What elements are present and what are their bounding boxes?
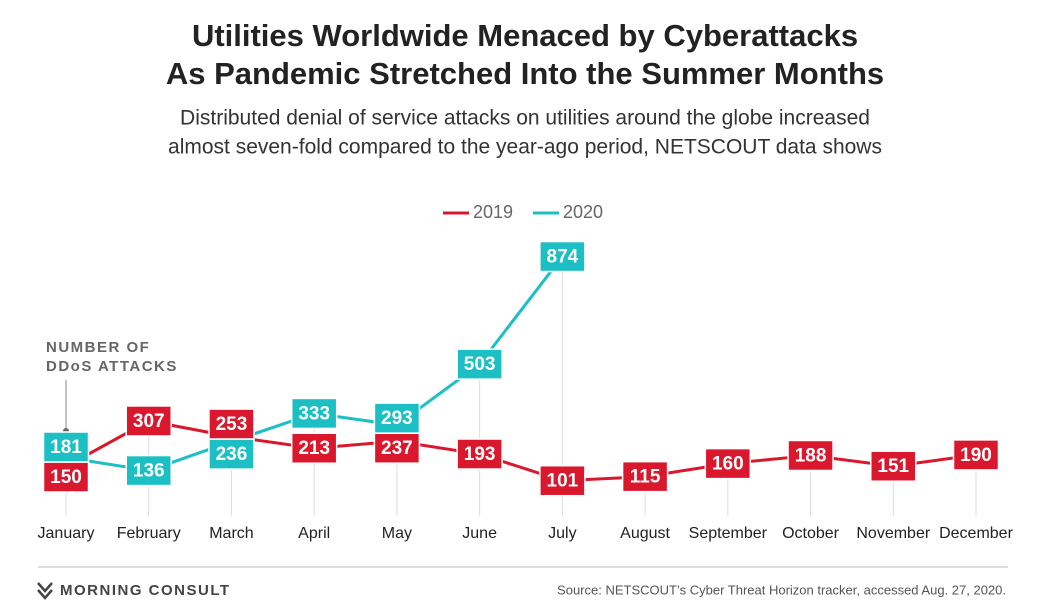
chart-subtitle: almost seven-fold compared to the year-a… [168, 136, 882, 159]
x-tick-label: January [38, 525, 95, 542]
x-tick-label: April [298, 525, 330, 542]
x-tick-label: December [939, 525, 1013, 542]
value-box [456, 438, 503, 470]
value-box [208, 408, 255, 440]
y-axis-label: NUMBER OF [46, 339, 150, 356]
value-label: 307 [133, 411, 165, 432]
value-label: 503 [464, 354, 496, 375]
x-tick-label: November [856, 525, 930, 542]
value-box [42, 461, 90, 493]
value-box [290, 397, 338, 430]
value-box [208, 438, 255, 470]
value-label: 237 [381, 438, 413, 459]
value-label: 253 [216, 414, 248, 435]
value-label: 213 [298, 438, 330, 459]
value-box [125, 405, 172, 437]
value-box [539, 240, 586, 273]
value-box [373, 402, 421, 434]
value-box [42, 431, 90, 463]
brand: MORNING CONSULT [60, 582, 231, 599]
value-label: 181 [50, 437, 82, 458]
value-box [870, 450, 917, 482]
value-box [621, 460, 669, 493]
brand-logo [37, 582, 53, 600]
value-label: 236 [216, 444, 248, 465]
x-tick-label: March [209, 525, 253, 542]
value-box [952, 439, 1000, 471]
chart-title: As Pandemic Stretched Into the Summer Mo… [166, 56, 884, 91]
value-label: 188 [795, 445, 827, 466]
x-tick-label: August [620, 525, 670, 542]
value-box [787, 439, 834, 472]
legend-label: 2019 [473, 202, 513, 222]
chart-title: Utilities Worldwide Menaced by Cyberatta… [192, 18, 858, 53]
value-label: 190 [960, 445, 992, 466]
value-box [704, 447, 752, 480]
value-label: 151 [877, 456, 909, 477]
value-box [125, 454, 172, 487]
value-label: 136 [133, 461, 165, 482]
value-label: 193 [464, 444, 496, 465]
value-box [290, 432, 338, 464]
x-tick-label: October [782, 525, 840, 542]
value-box [456, 348, 503, 380]
value-box [539, 464, 586, 497]
x-tick-label: September [689, 525, 768, 542]
legend-label: 2020 [563, 202, 603, 222]
value-label: 293 [381, 408, 413, 429]
x-tick-label: June [462, 525, 497, 542]
value-label: 160 [712, 454, 744, 475]
value-label: 150 [50, 467, 82, 488]
value-label: 101 [547, 471, 579, 492]
source: Source: NETSCOUT’s Cyber Threat Horizon … [557, 582, 1006, 597]
x-tick-label: July [548, 525, 576, 542]
x-tick-label: February [117, 525, 181, 542]
value-label: 874 [547, 247, 579, 268]
value-label: 115 [630, 467, 661, 488]
y-axis-label: DDoS ATTACKS [46, 358, 178, 375]
x-tick-label: May [382, 525, 412, 542]
value-label: 333 [298, 403, 330, 424]
chart-subtitle: Distributed denial of service attacks on… [180, 107, 870, 130]
